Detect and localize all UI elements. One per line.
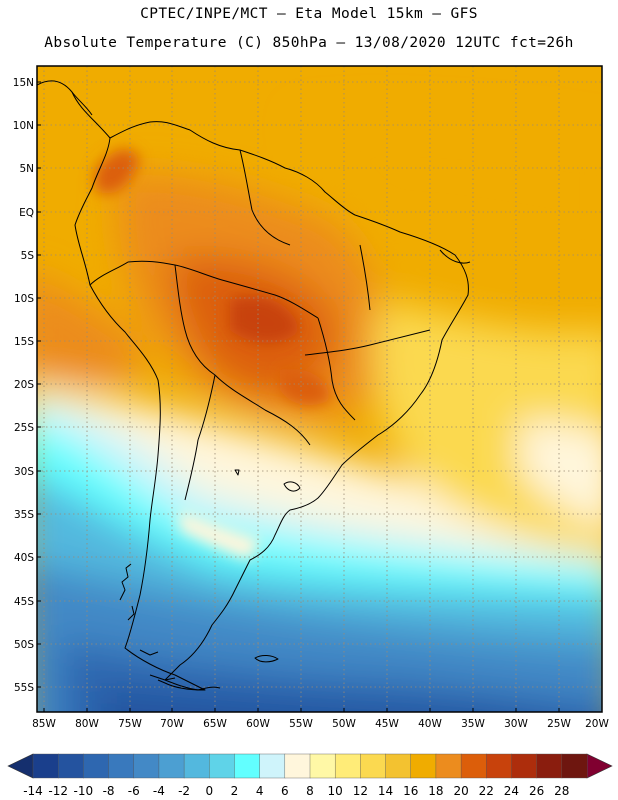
colorbar-swatch	[209, 753, 235, 779]
colorbar-underflow-arrow	[7, 753, 34, 779]
colorbar-tick-label: 12	[353, 784, 368, 798]
lon-label: 80W	[75, 718, 99, 730]
colorbar-swatch	[435, 753, 462, 779]
lon-label: 30W	[504, 718, 528, 730]
colorbar-tick-label: 2	[231, 784, 239, 798]
colorbar-tick-label: -2	[178, 784, 190, 798]
colorbar-swatch	[561, 753, 588, 779]
colorbar-tick-label: 28	[554, 784, 569, 798]
lon-label: 40W	[418, 718, 442, 730]
colorbar-swatch	[234, 753, 261, 779]
colorbar-tick-label: -8	[103, 784, 115, 798]
colorbar-tick-label: -6	[128, 784, 140, 798]
colorbar-tick-label: -14	[23, 784, 43, 798]
colorbar-tick-label: 24	[504, 784, 519, 798]
lon-label: 50W	[332, 718, 356, 730]
colorbar-swatch	[183, 753, 210, 779]
coastlines	[37, 80, 471, 691]
colorbar-overflow-arrow	[586, 753, 613, 779]
colorbar-swatch	[460, 753, 487, 779]
lat-label: 10N	[13, 120, 34, 132]
colorbar-tick-label: -10	[74, 784, 94, 798]
map-title: CPTEC/INPE/MCT – Eta Model 15km – GFS	[140, 6, 478, 22]
lat-label: EQ	[19, 207, 34, 219]
colorbar-tick-label: 22	[479, 784, 494, 798]
colorbar-tick-label: 18	[428, 784, 443, 798]
colorbar-tick-label: -4	[153, 784, 165, 798]
colorbar-tick-label: 0	[205, 784, 213, 798]
colorbar-tick-label: 14	[378, 784, 393, 798]
colorbar-swatch	[511, 753, 538, 779]
colorbar-swatch	[83, 753, 110, 779]
colorbar-swatch	[385, 753, 412, 779]
lat-label: 50S	[14, 639, 34, 651]
lon-label: 75W	[118, 718, 142, 730]
colorbar-swatch	[259, 753, 286, 779]
lat-label: 20S	[14, 379, 34, 391]
colorbar-swatch	[334, 753, 361, 779]
colorbar-swatch	[133, 753, 160, 779]
lat-label: 55S	[14, 682, 34, 694]
lon-label: 35W	[461, 718, 485, 730]
lat-label: 25S	[14, 422, 34, 434]
temperature-field	[37, 66, 602, 712]
colorbar-swatch	[536, 753, 563, 779]
longitude-labels: 85W 80W 75W 70W 65W 60W 55W 50W 45W 40W …	[32, 718, 609, 730]
lon-label: 70W	[160, 718, 184, 730]
colorbar-tick-label: -12	[48, 784, 68, 798]
lat-label: 5S	[21, 250, 35, 262]
lon-label: 45W	[375, 718, 399, 730]
lat-label: 40S	[14, 552, 34, 564]
lat-label: 15N	[13, 77, 34, 89]
lon-label: 65W	[203, 718, 227, 730]
colorbar-swatch	[486, 753, 512, 779]
colorbar-tick-label: 26	[529, 784, 544, 798]
colorbar-tick-label: 6	[281, 784, 289, 798]
colorbar: -14 -12 -10 -8 -6 -4 -2 0 2 4 6 8 10 12 14 16 18 20 22 24 26…	[7, 753, 613, 798]
lat-label: 30S	[14, 466, 34, 478]
lat-label: 10S	[14, 293, 34, 305]
lon-label: 85W	[32, 718, 56, 730]
colorbar-tick-label: 16	[403, 784, 418, 798]
colorbar-swatch	[284, 753, 311, 779]
lat-label: 15S	[14, 336, 34, 348]
colorbar-tick-label: 10	[328, 784, 343, 798]
colorbar-swatch	[57, 753, 84, 779]
colorbar-swatch	[360, 753, 387, 779]
lon-label: 20W	[585, 718, 609, 730]
lat-label: 35S	[14, 509, 34, 521]
colorbar-swatch	[309, 753, 336, 779]
latitude-labels: 15N 10N 5N EQ 5S 10S 15S 20S 25S 30S 35S…	[13, 77, 35, 694]
colorbar-swatch	[32, 753, 59, 779]
colorbar-swatch	[410, 753, 437, 779]
colorbar-tick-label: 4	[256, 784, 264, 798]
lon-label: 60W	[246, 718, 270, 730]
colorbar-swatch	[108, 753, 135, 779]
map-frame	[36, 65, 603, 713]
lat-label: 45S	[14, 596, 34, 608]
colorbar-tick-label: 8	[306, 784, 314, 798]
map-subtitle: Absolute Temperature (C) 850hPa – 13/08/…	[44, 35, 574, 51]
axis-ticks	[37, 81, 560, 712]
colorbar-swatch	[158, 753, 185, 779]
lon-label: 25W	[547, 718, 571, 730]
lat-label: 5N	[19, 163, 34, 175]
colorbar-tick-label: 20	[453, 784, 468, 798]
lon-label: 55W	[289, 718, 313, 730]
